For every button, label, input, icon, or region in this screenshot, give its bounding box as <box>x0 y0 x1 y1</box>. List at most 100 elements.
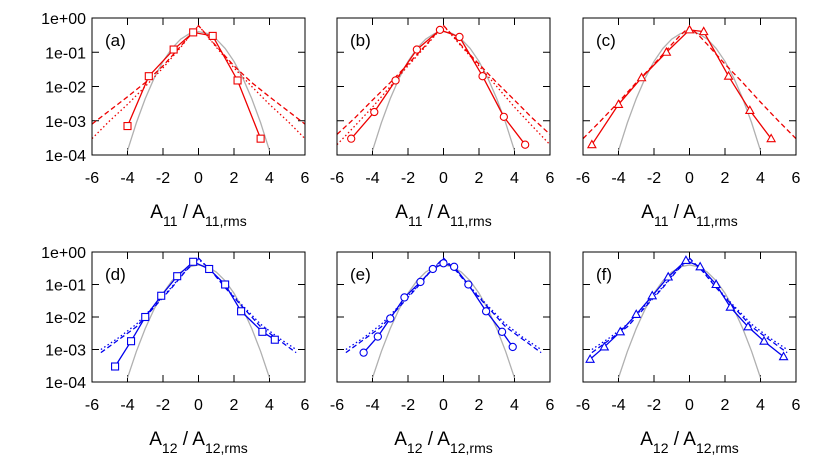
x-tick-label: 6 <box>301 397 310 414</box>
marker <box>695 261 706 271</box>
x-tick-label: 4 <box>756 397 765 414</box>
line <box>617 31 762 151</box>
x-axis-label-part: / A <box>423 202 451 223</box>
panel: -6 -4 -2 0 2 4 6 (c) A11 / A11,rms <box>576 17 801 229</box>
marker <box>613 99 624 108</box>
marker <box>521 140 530 149</box>
marker <box>205 264 214 274</box>
marker <box>111 362 120 371</box>
x-axis-label-part: 12 <box>407 440 423 456</box>
marker <box>663 271 674 281</box>
marker <box>478 72 487 81</box>
marker <box>499 112 508 121</box>
marker <box>725 301 736 311</box>
x-tick-label: 4 <box>265 397 274 414</box>
x-tick-label: -2 <box>401 170 415 187</box>
x-axis-label-part: / A <box>178 429 206 450</box>
x-tick-label: -6 <box>576 170 590 187</box>
marker <box>744 105 755 114</box>
line <box>337 24 550 135</box>
marker <box>428 264 437 274</box>
marker <box>778 351 789 361</box>
y-tick-label: 1e-04 <box>45 148 86 165</box>
marker <box>449 262 459 271</box>
x-axis-label-part: / A <box>669 202 697 223</box>
marker <box>144 72 153 81</box>
marker <box>258 327 267 336</box>
panel: -6 -4 -2 0 2 4 6 (b) A11 / A11,rms <box>330 17 555 229</box>
marker <box>373 332 382 341</box>
x-tick-label: -2 <box>647 397 661 414</box>
line <box>617 264 762 379</box>
x-axis-label-part: / A <box>178 202 206 223</box>
marker <box>412 45 422 54</box>
x-tick-label: 0 <box>439 397 448 414</box>
line <box>591 29 772 146</box>
line <box>92 24 305 140</box>
x-tick-label: -6 <box>85 170 99 187</box>
x-tick-label: 4 <box>510 170 519 187</box>
x-tick-label: -2 <box>156 397 170 414</box>
marker <box>157 291 166 300</box>
line <box>92 24 305 125</box>
y-tick-label: 1e-03 <box>45 114 86 131</box>
marker <box>586 139 597 149</box>
x-tick-label: 6 <box>792 397 801 414</box>
marker <box>359 348 368 357</box>
x-tick-label: 4 <box>265 170 274 187</box>
marker <box>455 32 464 42</box>
x-tick-label: -2 <box>156 170 170 187</box>
panel-label: (c) <box>596 31 616 50</box>
panel-label: (f) <box>596 265 612 284</box>
x-axis-label-part: 11,rms <box>205 213 247 229</box>
marker <box>221 280 230 289</box>
y-tick-label: 1e-03 <box>45 343 86 360</box>
x-axis-label: A12 / A12,rms <box>149 429 248 456</box>
x-tick-label: 2 <box>721 397 730 414</box>
marker <box>370 107 379 117</box>
marker <box>347 134 356 143</box>
x-axis-label-part: 12,rms <box>205 440 248 456</box>
marker <box>647 290 658 300</box>
x-axis-label-part: / A <box>669 429 697 450</box>
x-axis-label: A11 / A11,rms <box>641 202 737 229</box>
marker <box>439 259 448 268</box>
marker <box>508 342 517 352</box>
x-axis-label-part: A <box>149 429 162 450</box>
marker <box>661 46 672 56</box>
x-tick-label: 6 <box>546 397 555 414</box>
marker <box>256 134 265 143</box>
marker <box>169 45 178 54</box>
marker <box>681 255 691 264</box>
x-axis-label-part: 11 <box>408 213 423 229</box>
x-axis-label: A11 / A11,rms <box>395 202 491 229</box>
x-tick-label: -6 <box>576 397 590 414</box>
x-tick-label: 2 <box>230 397 239 414</box>
x-tick-label: 6 <box>546 170 555 187</box>
line <box>114 261 276 367</box>
marker <box>391 76 400 85</box>
line <box>126 31 271 151</box>
x-axis-label-part: A <box>641 202 654 223</box>
y-tick-label: 1e+00 <box>41 245 86 262</box>
marker <box>208 31 217 40</box>
x-axis-label: A12 / A12,rms <box>394 429 493 456</box>
x-tick-label: 0 <box>194 170 203 187</box>
marker <box>711 279 722 289</box>
x-axis-label-part: A <box>395 202 408 223</box>
x-tick-label: -4 <box>120 397 134 414</box>
x-tick-label: 2 <box>475 397 484 414</box>
panel: -6 -4 -2 0 2 4 6 (e) A12 / A12,rms <box>330 251 555 456</box>
x-tick-label: 0 <box>439 170 448 187</box>
marker <box>636 72 647 82</box>
x-axis-label-part: 12 <box>162 440 178 456</box>
marker <box>497 327 507 336</box>
x-tick-label: -4 <box>365 170 379 187</box>
y-tick-label: 1e-04 <box>45 375 86 392</box>
marker <box>233 76 242 85</box>
x-tick-label: 2 <box>721 170 730 187</box>
x-axis-label: A11 / A11,rms <box>150 202 246 229</box>
x-axis-label: A12 / A12,rms <box>640 429 739 456</box>
plot-frame <box>582 251 797 383</box>
